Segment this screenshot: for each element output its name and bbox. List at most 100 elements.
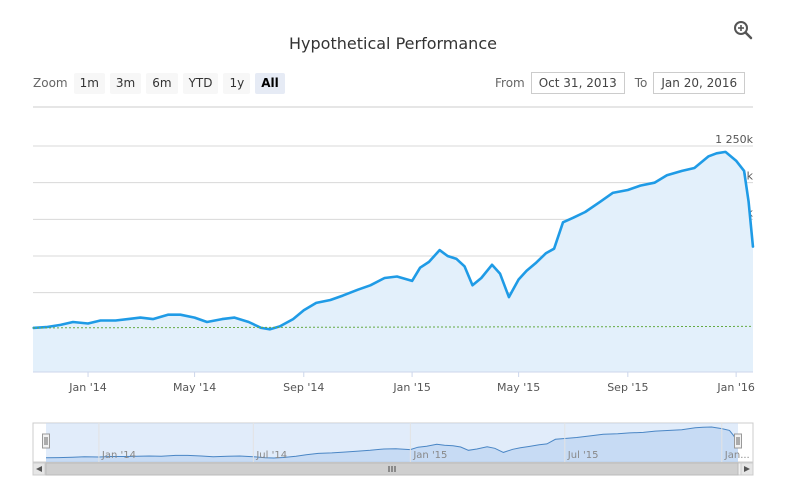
data-point (715, 152, 718, 155)
navigator-frame (32, 422, 754, 463)
navigator-x-label: Jul '14 (255, 450, 287, 461)
data-point (735, 159, 737, 162)
from-date-input[interactable]: Oct 31, 2013 (530, 72, 625, 94)
y-tick-label: 500k (726, 243, 754, 256)
data-point (707, 155, 710, 158)
data-point (260, 327, 262, 329)
data-point (342, 294, 344, 297)
x-tick-label: Jan '16 (716, 381, 754, 394)
to-date-input[interactable]: Jan 20, 2016 (653, 72, 746, 94)
scrollbar-right-button (740, 462, 754, 476)
data-point (545, 252, 547, 254)
data-point (534, 262, 537, 265)
navigator-series-line (45, 426, 739, 459)
data-point (599, 200, 602, 203)
data-point (127, 318, 129, 320)
y-tick-label: 1 250k (715, 133, 753, 146)
data-point (99, 319, 102, 322)
data-point (357, 288, 359, 291)
x-tick-label: Sep '14 (283, 381, 324, 394)
data-point (45, 326, 48, 328)
baseline-series-line (32, 325, 754, 329)
data-point (383, 277, 386, 279)
scrollbar-thumb (45, 462, 739, 476)
series-area (33, 151, 753, 372)
scrollbar-left-button (32, 462, 46, 476)
data-point (463, 265, 466, 268)
navigator-x-label: Jul '15 (567, 450, 599, 461)
from-label: From (495, 76, 525, 90)
navigator-x-label: Jan '14 (101, 450, 136, 461)
data-point (517, 278, 520, 281)
data-point (724, 151, 727, 153)
range-button-3m[interactable]: 3m (109, 72, 142, 94)
data-point (438, 249, 441, 251)
data-point (666, 174, 668, 177)
data-point (446, 255, 449, 257)
data-point (419, 266, 421, 269)
data-point (480, 277, 483, 279)
data-point (152, 318, 154, 320)
data-point (693, 167, 696, 169)
navigator-left-handle[interactable] (42, 433, 50, 449)
y-tick-label: 0k (740, 316, 754, 329)
x-tick-label: Sep '15 (607, 381, 648, 394)
zoom-in-magnifier-icon[interactable] (733, 20, 753, 40)
range-selector: Zoom 1m 3m 6m YTD 1y All (33, 72, 290, 94)
range-button-ytd[interactable]: YTD (182, 72, 219, 94)
x-tick-label: May '15 (497, 381, 540, 394)
range-button-6m[interactable]: 6m (146, 72, 178, 94)
data-point (525, 269, 528, 272)
data-point (491, 264, 493, 266)
data-point (428, 261, 430, 263)
data-point (411, 280, 413, 282)
date-range-inputs: From Oct 31, 2013 To Jan 20, 2016 (495, 72, 746, 94)
navigator-selected-range (46, 423, 738, 462)
data-point (329, 299, 332, 301)
data-point (179, 313, 182, 316)
data-point (584, 211, 587, 213)
data-point (206, 321, 208, 323)
data-point (139, 316, 142, 319)
range-button-all[interactable]: All (255, 72, 285, 94)
data-point (292, 318, 294, 320)
scroll-left-arrow-icon (36, 466, 42, 472)
data-point (611, 192, 614, 194)
data-point (553, 247, 555, 250)
data-point (279, 325, 281, 328)
data-point (627, 189, 629, 191)
to-label: To (634, 76, 648, 90)
data-point (752, 246, 754, 248)
range-button-1m[interactable]: 1m (73, 72, 105, 94)
data-point (499, 272, 501, 275)
data-point (653, 181, 656, 184)
navigator-scrollbar[interactable] (32, 462, 754, 476)
data-point (302, 309, 305, 312)
navigator-x-label: Jan '15 (412, 450, 447, 461)
scroll-right-arrow-icon (744, 466, 750, 472)
data-point (59, 324, 62, 326)
y-tick-label: −250k (716, 353, 753, 366)
range-button-1y[interactable]: 1y (223, 72, 251, 94)
data-point (681, 170, 683, 172)
data-point (396, 275, 398, 278)
data-point (269, 328, 271, 331)
data-point (571, 217, 574, 219)
y-tick-label: 250k (726, 280, 754, 293)
y-tick-label: 1 000k (715, 170, 753, 183)
data-point (32, 327, 34, 329)
navigator-right-handle[interactable] (734, 433, 742, 449)
x-tick-label: Jan '14 (68, 381, 106, 394)
y-tick-label: 750k (726, 206, 754, 219)
series-line (32, 150, 755, 331)
navigator-right-handle-grip (734, 433, 742, 449)
data-point (639, 184, 642, 187)
navigator-x-label: Jan... (724, 450, 750, 461)
data-point (72, 321, 74, 323)
data-point (233, 316, 236, 319)
scrollbar-track (32, 462, 754, 476)
navigator-left-handle-grip (42, 433, 50, 449)
navigator-area (46, 427, 738, 462)
data-point (114, 319, 117, 322)
x-tick-label: May '14 (173, 381, 216, 394)
